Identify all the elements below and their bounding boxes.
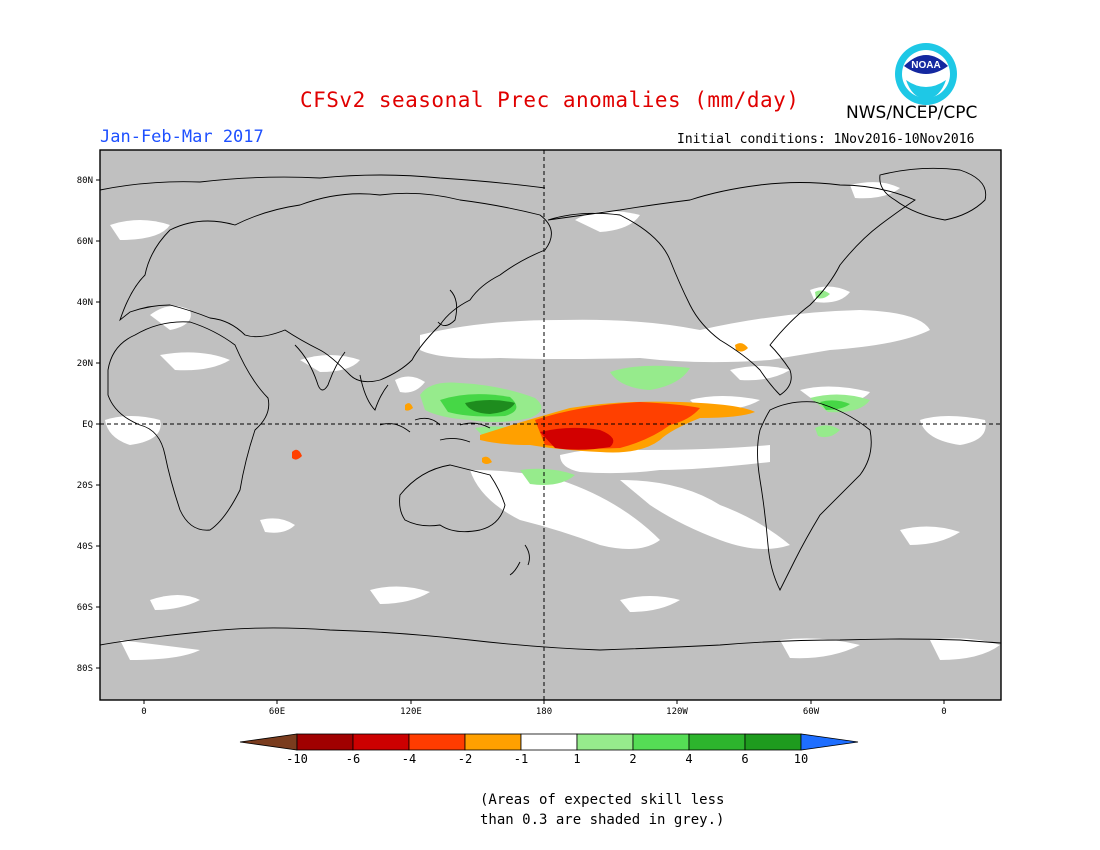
- eurasia-coast: [119, 192, 552, 383]
- lat-label: 20N: [77, 359, 93, 369]
- antarctica-coast: [100, 627, 1001, 651]
- south-america-coast: [757, 401, 872, 592]
- newzealand-coast: [509, 544, 530, 576]
- colorbar-bin: [744, 733, 802, 751]
- africa-coast: [107, 321, 270, 531]
- map-title: CFSv2 seasonal Prec anomalies (mm/day): [300, 88, 800, 112]
- colorbar-label: -2: [458, 752, 472, 766]
- india-coast: [294, 344, 346, 391]
- japan-coast: [437, 289, 458, 326]
- colorbar-bin: [352, 733, 410, 751]
- wet-anomalies: [420, 290, 870, 485]
- lat-label: 20S: [77, 481, 93, 491]
- lat-label: 40N: [77, 298, 93, 308]
- colorbar-bin: [408, 733, 466, 751]
- coastlines: [100, 167, 1001, 651]
- colorbar-bin: [632, 733, 690, 751]
- footnote-line-1: (Areas of expected skill less: [480, 792, 725, 808]
- lat-label: EQ: [82, 420, 93, 430]
- colorbar-high-arrow: [800, 733, 859, 751]
- colorbar-low-arrow: [239, 733, 298, 751]
- lon-label: 60E: [269, 707, 285, 717]
- lat-label: 80S: [77, 664, 93, 674]
- lat-label: 40S: [77, 542, 93, 552]
- longitude-axis: 0 60E 120E 180 120W 60W 0: [141, 700, 947, 717]
- colorbar-bin: [464, 733, 522, 751]
- lat-label: 60N: [77, 237, 93, 247]
- forecast-period: Jan-Feb-Mar 2017: [100, 127, 264, 147]
- map-frame: [99, 149, 1002, 701]
- lon-label: 0: [141, 707, 146, 717]
- dry-anomalies: [292, 343, 755, 464]
- lon-label: 120W: [666, 707, 688, 717]
- lon-label: 120E: [400, 707, 422, 717]
- colorbar-label: 10: [794, 752, 808, 766]
- agency-label: NWS/NCEP/CPC: [846, 103, 978, 123]
- north-america-coast: [547, 182, 916, 396]
- lon-label: 0: [941, 707, 946, 717]
- colorbar-bin: [576, 733, 634, 751]
- colorbar-bin: [520, 733, 578, 751]
- seasia-coast: [359, 374, 389, 411]
- colorbar-bin: [688, 733, 746, 751]
- australia-coast: [399, 464, 506, 533]
- lon-label: 180: [536, 707, 552, 717]
- colorbar-label: 1: [573, 752, 580, 766]
- lon-label: 60W: [803, 707, 820, 717]
- lat-label: 60S: [77, 603, 93, 613]
- colorbar-label: -10: [286, 752, 308, 766]
- colorbar-label: -4: [402, 752, 416, 766]
- logo-text: NOAA: [911, 60, 940, 71]
- lat-label: 80N: [77, 176, 93, 186]
- greenland-coast: [879, 167, 987, 221]
- colorbar-label: -6: [346, 752, 360, 766]
- footnote-line-2: than 0.3 are shaded in grey.): [480, 812, 725, 828]
- white-anomaly-regions: [105, 182, 1000, 660]
- initial-conditions: Initial conditions: 1Nov2016-10Nov2016: [677, 132, 975, 147]
- colorbar-labels: -10 -6 -4 -2 -1 1 2 4 6 10: [286, 752, 808, 766]
- noaa-logo: NOAA: [895, 43, 957, 105]
- colorbar-label: 4: [685, 752, 692, 766]
- colorbar: [239, 733, 859, 751]
- colorbar-bin: [296, 733, 354, 751]
- latitude-axis: 80N 60N 40N 20N EQ 20S 40S 60S 80S: [77, 176, 100, 674]
- colorbar-label: -1: [514, 752, 528, 766]
- colorbar-label: 6: [741, 752, 748, 766]
- arctic-coast: [100, 174, 546, 191]
- colorbar-label: 2: [629, 752, 636, 766]
